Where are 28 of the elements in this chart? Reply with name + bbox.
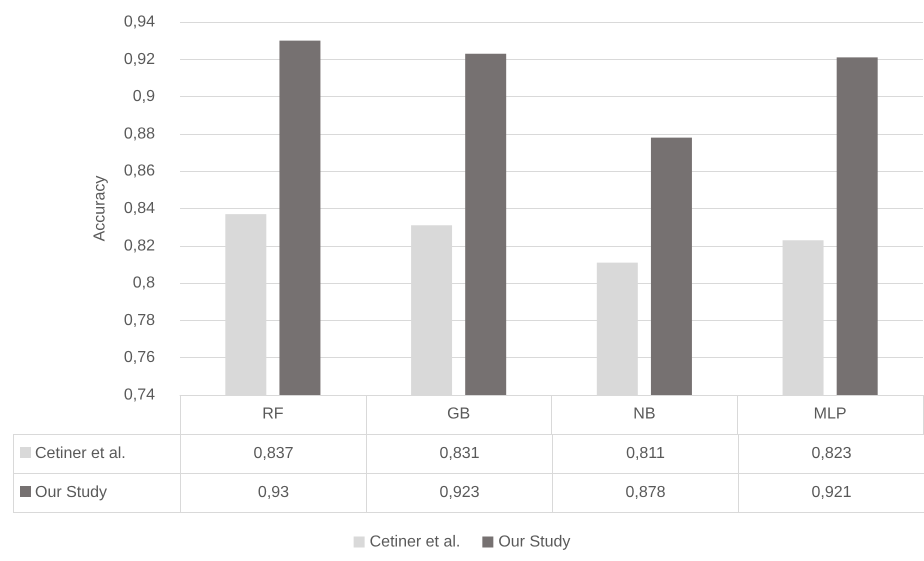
x-tick-label: GB xyxy=(447,406,470,422)
y-tick-label: 0,84 xyxy=(124,200,156,217)
legend-label: Cetiner et al. xyxy=(14,434,180,474)
y-tick-label: 0,88 xyxy=(124,125,156,142)
text: Our Study xyxy=(35,484,108,501)
data-label: 0,823 xyxy=(738,434,924,474)
data-label: 0,93 xyxy=(180,474,366,512)
y-tick-label: 0,76 xyxy=(124,349,156,366)
text: Cetiner et al. xyxy=(370,534,460,550)
y-tick-label: 0,8 xyxy=(132,274,156,292)
y-tick-label: 0,94 xyxy=(124,14,156,30)
y-tick-label: 0,78 xyxy=(124,312,156,329)
data-label: 0,878 xyxy=(552,474,738,512)
y-tick-label: 0,74 xyxy=(124,386,156,404)
y-axis-title: Accuracy xyxy=(92,176,108,242)
y-tick-label: 0,82 xyxy=(124,237,156,254)
data-label: 0,921 xyxy=(738,474,924,512)
data-label: 0,831 xyxy=(366,434,552,474)
data-label: 0,811 xyxy=(552,434,738,474)
y-tick-label: 0,86 xyxy=(124,162,156,180)
x-tick-label: NB xyxy=(633,406,656,422)
x-tick-label: MLP xyxy=(814,406,847,422)
x-tick-label: RF xyxy=(262,406,284,422)
data-label: 0,923 xyxy=(366,474,552,512)
y-tick-label: 0,92 xyxy=(124,50,156,68)
data-label: 0,837 xyxy=(180,434,366,474)
legend-label: Our Study xyxy=(498,534,570,550)
y-tick-label: 0,9 xyxy=(132,88,156,106)
